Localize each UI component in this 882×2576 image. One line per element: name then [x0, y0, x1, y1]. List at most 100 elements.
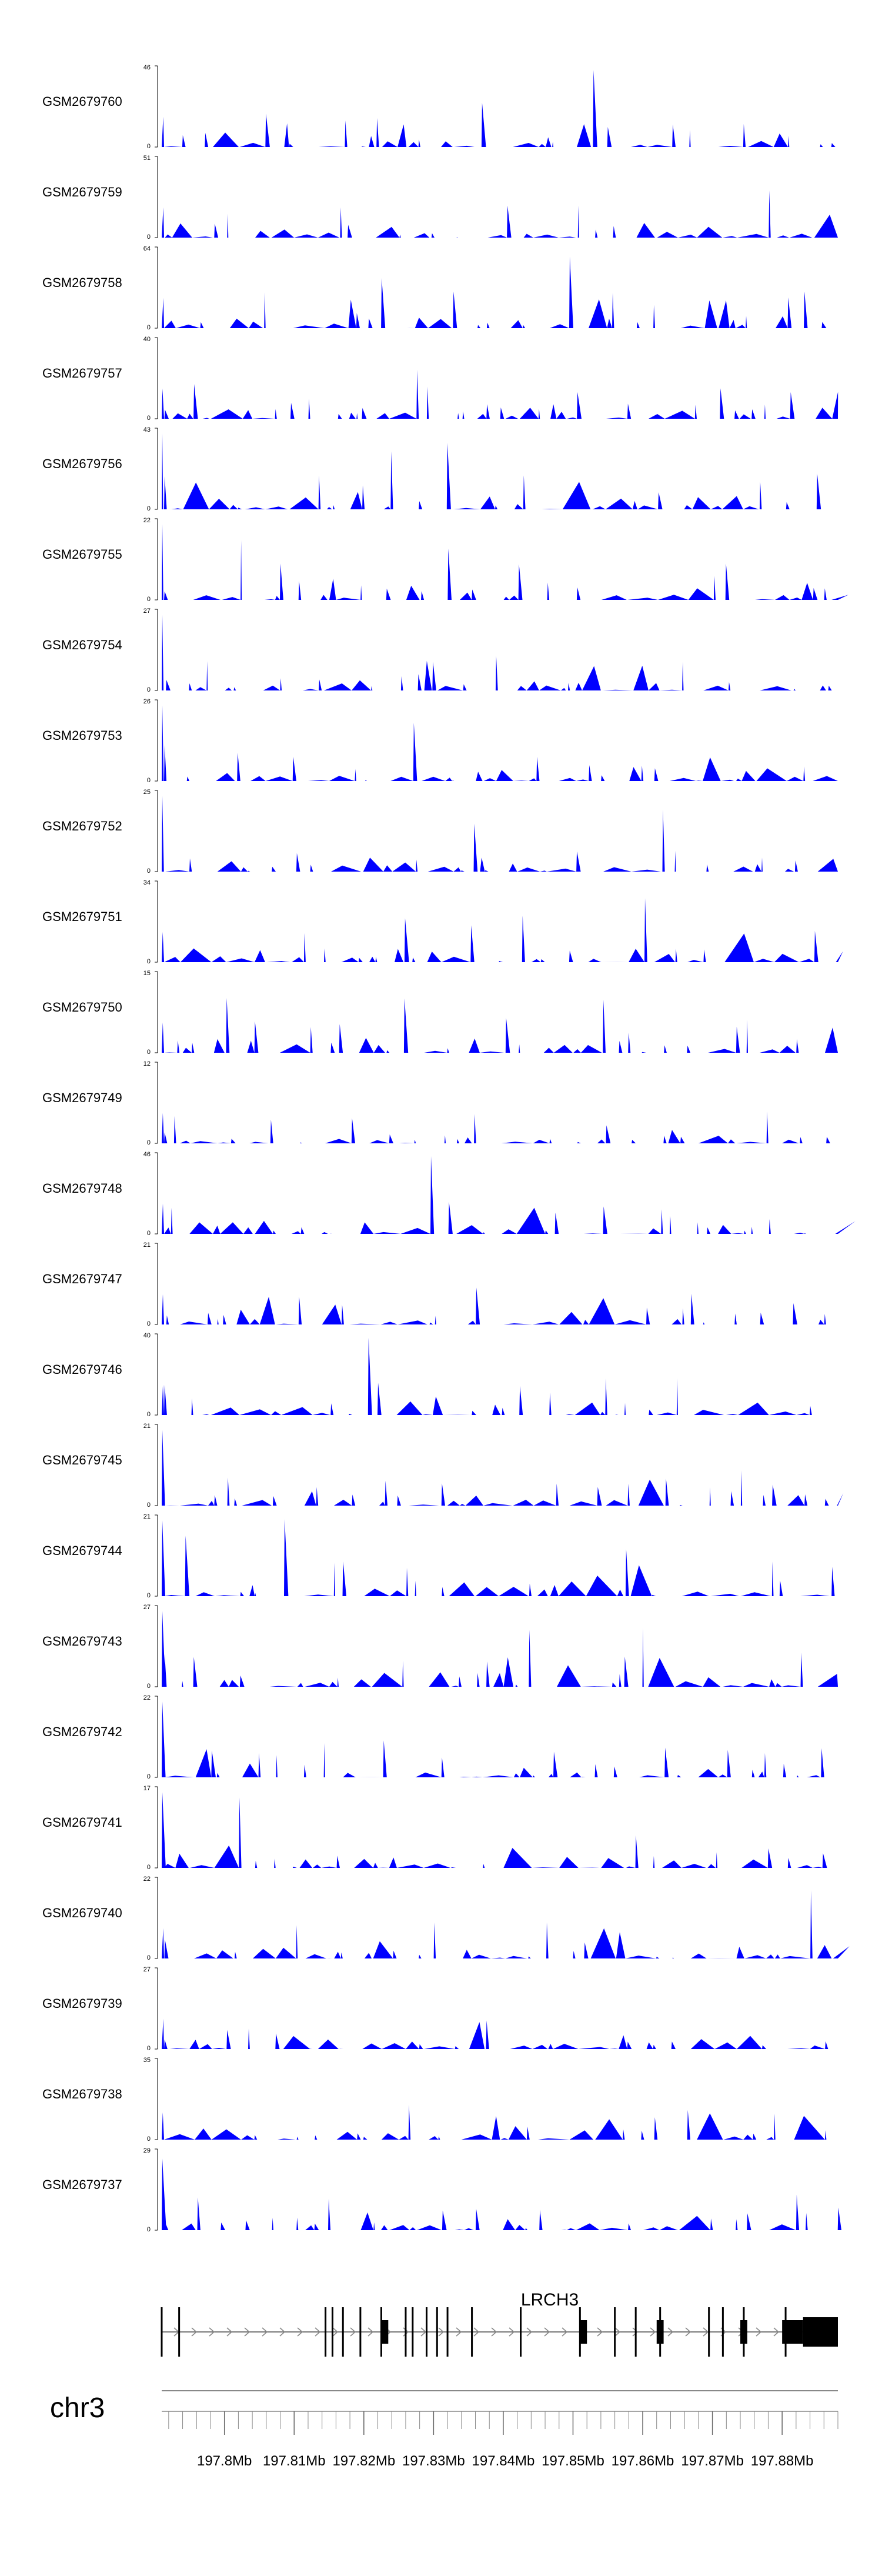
track-GSM2679751: GSM2679751 34 0: [42, 879, 843, 965]
strand-arrow: [226, 2327, 233, 2337]
track-ymax-label: 21: [143, 1242, 151, 1249]
gene-name: LRCH3: [521, 2290, 579, 2310]
track-label: GSM2679750: [42, 1000, 122, 1015]
track-GSM2679739: GSM2679739 27 0: [42, 1966, 838, 2052]
track-label: GSM2679758: [42, 275, 122, 290]
track-ymax-label: 15: [143, 970, 151, 977]
exon-thick: [381, 2320, 389, 2344]
axis-tick-label: 197.88Mb: [751, 2453, 814, 2469]
track-ymax-label: 29: [143, 2147, 151, 2154]
track-ymax-label: 21: [143, 1423, 151, 1430]
track-ymax-label: 40: [143, 336, 151, 343]
track-GSM2679740: GSM2679740 22 0: [42, 1876, 850, 1961]
track-GSM2679737: GSM2679737 29 0: [42, 2147, 841, 2233]
track-ymax-label: 21: [143, 1513, 151, 1520]
exon-thick: [782, 2320, 803, 2344]
strand-arrow: [509, 2327, 515, 2337]
track-label: GSM2679756: [42, 456, 122, 471]
track-label: GSM2679760: [42, 94, 122, 109]
track-GSM2679753: GSM2679753 26 0: [42, 698, 838, 784]
track-ymin-label: 0: [147, 867, 151, 875]
exon: [634, 2307, 637, 2357]
exon: [471, 2307, 473, 2357]
strand-arrow: [773, 2327, 780, 2337]
coverage-area: [162, 1287, 838, 1324]
coverage-area: [162, 1430, 844, 1506]
track-label: GSM2679746: [42, 1362, 122, 1377]
track-label: GSM2679740: [42, 1906, 122, 1920]
track-GSM2679760: GSM2679760 46 0: [42, 64, 838, 150]
track-GSM2679758: GSM2679758 64 0: [42, 245, 838, 331]
strand-arrow: [614, 2327, 621, 2337]
track-ymax-label: 27: [143, 1604, 151, 1611]
track-GSM2679750: GSM2679750 15 0: [42, 970, 838, 1056]
strand-arrow: [420, 2327, 427, 2337]
track-ymin-label: 0: [147, 2226, 151, 2233]
exon: [325, 2307, 327, 2357]
strand-arrow: [526, 2327, 533, 2337]
exon: [614, 2307, 616, 2357]
track-ymax-label: 27: [143, 1966, 151, 1973]
exon: [342, 2307, 344, 2357]
track-ymin-label: 0: [147, 415, 151, 422]
strand-arrow: [544, 2327, 550, 2337]
strand-arrow: [685, 2327, 691, 2337]
strand-arrow: [597, 2327, 603, 2337]
track-ymax-label: 35: [143, 2057, 151, 2064]
track-GSM2679752: GSM2679752 25 0: [42, 789, 838, 875]
track-ymin-label: 0: [147, 1501, 151, 1509]
track-ymax-label: 51: [143, 155, 151, 162]
strand-arrow: [279, 2327, 286, 2337]
coverage-area: [162, 705, 838, 781]
track-GSM2679759: GSM2679759 51 0: [42, 155, 838, 241]
exon: [178, 2307, 181, 2357]
coverage-area: [162, 2104, 838, 2140]
track-label: GSM2679737: [42, 2177, 122, 2192]
track-ymin-label: 0: [147, 596, 151, 603]
exon-thick: [656, 2320, 664, 2344]
track-label: GSM2679755: [42, 547, 122, 562]
chromosome-label: chr3: [50, 2393, 105, 2424]
exon: [331, 2307, 333, 2357]
exon: [721, 2307, 724, 2357]
track-ymax-label: 17: [143, 1785, 151, 1792]
track-ymax-label: 27: [143, 608, 151, 615]
strand-arrow: [562, 2327, 568, 2337]
coverage-area: [162, 70, 838, 147]
track-label: GSM2679738: [42, 2087, 122, 2101]
track-ymin-label: 0: [147, 2045, 151, 2052]
coverage-area: [162, 1701, 838, 1777]
track-ymax-label: 64: [143, 245, 151, 252]
track-label: GSM2679742: [42, 1724, 122, 1739]
exon-thick: [740, 2320, 747, 2344]
track-GSM2679748: GSM2679748 46 0: [42, 1151, 856, 1237]
coverage-tracks: GSM2679760460GSM2679759510GSM2679758640G…: [42, 64, 856, 2233]
exon: [426, 2307, 428, 2357]
track-ymin-label: 0: [147, 1411, 151, 1418]
coverage-area: [162, 1111, 838, 1143]
track-ymax-label: 43: [143, 426, 151, 433]
track-ymin-label: 0: [147, 1864, 151, 1871]
coverage-area: [162, 898, 843, 962]
track-GSM2679754: GSM2679754 27 0: [42, 608, 838, 693]
track-ymin-label: 0: [147, 143, 151, 150]
strand-arrow: [756, 2327, 762, 2337]
coverage-area: [162, 615, 838, 690]
coverage-area: [162, 2018, 838, 2049]
strand-arrow: [703, 2327, 709, 2337]
track-GSM2679756: GSM2679756 43 0: [42, 426, 838, 512]
axis-tick-label: 197.81Mb: [263, 2453, 326, 2469]
exon: [436, 2307, 438, 2357]
track-ymin-label: 0: [147, 1683, 151, 1690]
strand-arrow: [209, 2327, 215, 2337]
track-ymax-label: 22: [143, 1694, 151, 1701]
coverage-area: [162, 2158, 841, 2230]
track-ymax-label: 46: [143, 64, 151, 71]
strand-arrow: [332, 2327, 339, 2337]
track-label: GSM2679754: [42, 638, 122, 652]
track-ymax-label: 25: [143, 789, 151, 796]
axis-tick-label: 197.87Mb: [681, 2453, 744, 2469]
track-GSM2679746: GSM2679746 40 0: [42, 1332, 838, 1418]
exon: [161, 2307, 163, 2357]
